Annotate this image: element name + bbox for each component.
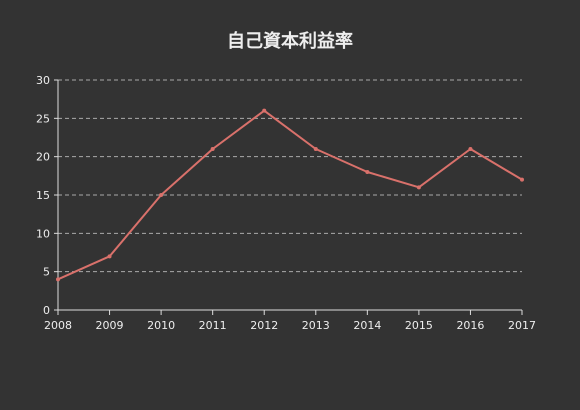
data-point[interactable] bbox=[262, 108, 267, 113]
x-tick-label: 2010 bbox=[147, 319, 175, 332]
x-tick-label: 2012 bbox=[250, 319, 278, 332]
x-axis-ticks: 2008 2009 2010 2011 2012 2013 2014 2015 2016 2017 bbox=[44, 310, 536, 332]
series-lines bbox=[57, 109, 523, 281]
y-tick-label: 0 bbox=[43, 304, 50, 317]
y-tick-label: 10 bbox=[36, 227, 50, 240]
chart-title: 自己資本利益率 bbox=[227, 30, 353, 52]
grid-lines bbox=[58, 79, 522, 273]
y-tick-label: 15 bbox=[36, 189, 50, 202]
x-tick-label: 2015 bbox=[405, 319, 433, 332]
x-tick-label: 2017 bbox=[508, 319, 536, 332]
x-tick-label: 2009 bbox=[96, 319, 124, 332]
y-tick-label: 30 bbox=[36, 74, 50, 87]
y-tick-label: 5 bbox=[43, 266, 50, 279]
data-point[interactable] bbox=[56, 277, 60, 282]
x-tick-label: 2013 bbox=[302, 319, 330, 332]
data-point[interactable] bbox=[416, 185, 421, 190]
x-tick-label: 2014 bbox=[353, 319, 381, 332]
y-tick-label: 20 bbox=[36, 151, 50, 164]
x-tick-label: 2008 bbox=[44, 319, 72, 332]
data-point[interactable] bbox=[210, 147, 215, 151]
x-tick-label: 2011 bbox=[199, 319, 227, 332]
data-point[interactable] bbox=[468, 147, 473, 151]
data-point[interactable] bbox=[365, 170, 370, 174]
y-axis-ticks: 0 5 10 15 20 25 30 bbox=[36, 74, 58, 317]
y-tick-label: 25 bbox=[36, 112, 50, 125]
data-point[interactable] bbox=[159, 193, 164, 197]
data-points bbox=[56, 108, 524, 282]
data-point[interactable] bbox=[520, 177, 524, 182]
x-tick-label: 2016 bbox=[456, 319, 484, 332]
data-point[interactable] bbox=[313, 147, 318, 151]
series-line bbox=[57, 109, 523, 281]
data-point[interactable] bbox=[107, 254, 112, 259]
